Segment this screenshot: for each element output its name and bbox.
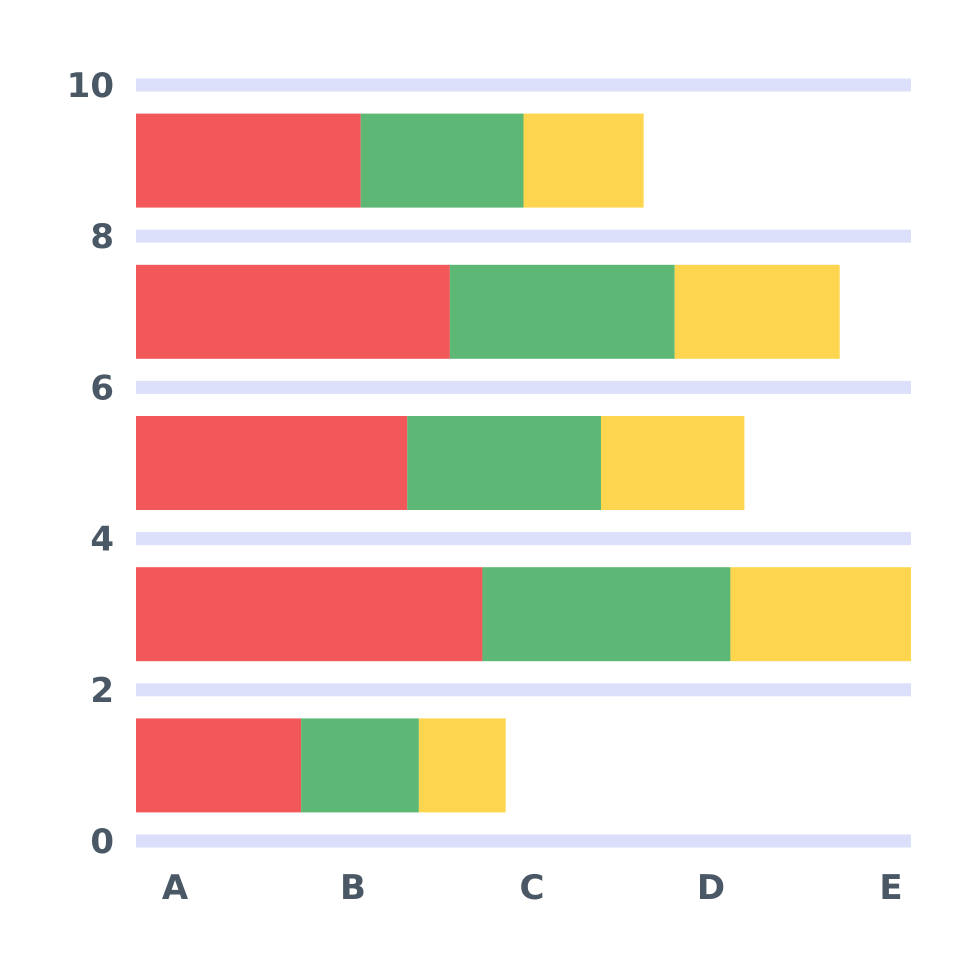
bar-1-segment-3 <box>523 113 644 208</box>
bar-2-segment-3 <box>674 264 840 359</box>
y-tick-label: 4 <box>90 520 114 560</box>
bar-5-segment-3 <box>418 718 506 813</box>
bar-4-segment-2 <box>482 567 731 662</box>
x-tick-label: C <box>520 868 545 908</box>
bar-1-segment-1 <box>136 113 361 208</box>
x-tick-label: B <box>340 868 366 908</box>
grid-line-4 <box>136 532 911 546</box>
y-tick-label: 8 <box>90 217 114 257</box>
y-tick-label: 10 <box>67 66 114 106</box>
grid-line-0 <box>136 834 911 848</box>
y-tick-label: 0 <box>90 822 114 862</box>
x-tick-label: E <box>879 868 902 908</box>
grid-line-8 <box>136 229 911 243</box>
bar-2-segment-2 <box>449 264 675 359</box>
y-tick-label: 6 <box>90 368 114 408</box>
y-tick-labels: 0 2 4 6 8 10 <box>67 66 114 862</box>
x-tick-labels: A B C D E <box>162 868 903 908</box>
bar-5-segment-1 <box>136 718 302 813</box>
bar-5-segment-2 <box>301 718 419 813</box>
bar-3-segment-1 <box>136 416 408 510</box>
x-tick-label: D <box>697 868 725 908</box>
x-tick-label: A <box>162 868 189 908</box>
bar-1-segment-2 <box>360 113 524 208</box>
grid-lines <box>136 78 911 848</box>
bars <box>136 113 911 813</box>
bar-3-segment-3 <box>601 416 745 510</box>
bar-4-segment-1 <box>136 567 483 662</box>
grid-line-6 <box>136 380 911 394</box>
grid-line-2 <box>136 683 911 697</box>
y-tick-label: 2 <box>90 671 114 711</box>
bar-4-segment-3 <box>730 567 911 662</box>
grid-line-10 <box>136 78 911 92</box>
bar-2-segment-1 <box>136 264 450 359</box>
bar-3-segment-2 <box>407 416 601 510</box>
